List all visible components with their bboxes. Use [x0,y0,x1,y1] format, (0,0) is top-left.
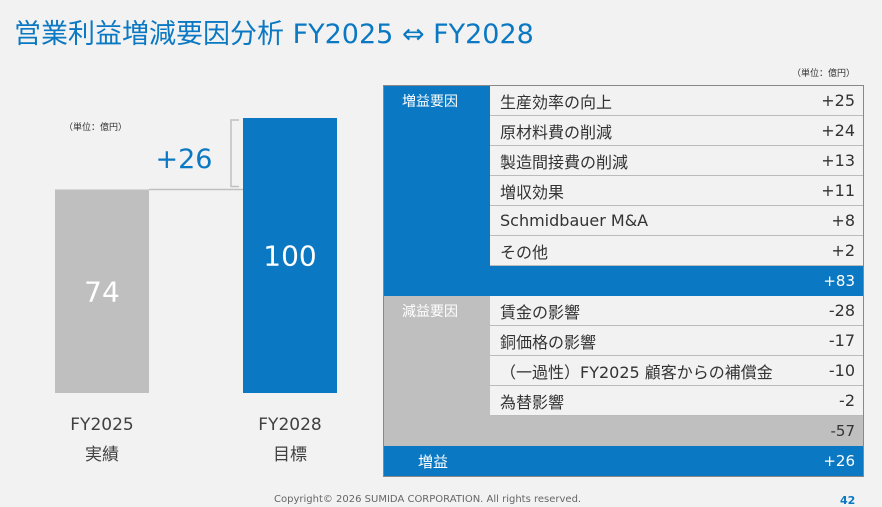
copyright: Copyright© 2026 SUMIDA CORPORATION. All … [274,494,582,505]
table-row: 原材料費の削減 +24 [490,116,863,146]
factor-name: 原材料費の削減 [500,122,613,142]
factor-name: 銅価格の影響 [500,332,597,352]
factor-value: -28 [828,301,855,320]
increase-label: 増益要因 [384,86,490,266]
bar-chart: 74 FY2025 実績 100 FY2028 目標 +26 [55,118,337,465]
category-label: FY2028 [258,415,321,435]
table-row: 増収効果 +11 [490,176,863,206]
page-title: 営業利益増減要因分析 FY2025 ⇔ FY2028 [14,19,534,50]
bar-FY2025 [55,189,149,393]
table-row: 銅価格の影響 -17 [490,326,863,356]
factor-value: +8 [831,211,855,230]
net-row: 増益 +26 [384,446,863,476]
factor-value: -17 [828,331,855,350]
table-row: 生産効率の向上 +25 [490,86,863,116]
factor-value: +11 [821,181,855,200]
factor-name: 為替影響 [500,392,565,412]
factor-table: 増益要因 生産効率の向上 +25 原材料費の削減 +24 製造間接費の削減 +13 増収効果… [383,85,864,477]
category-label: FY2025 [70,415,133,435]
factor-name: 製造間接費の削減 [500,152,629,172]
table-row: （一過性）FY2025 顧客からの補償金 -10 [490,356,863,386]
chart-unit-label: （単位：億円） [64,123,128,133]
table-unit-label: （単位：億円） [792,69,856,79]
factor-name: その他 [500,242,549,262]
bar-value-label: 100 [263,240,316,273]
category-sublabel: 実績 [85,445,119,465]
factor-value: -2 [839,391,855,410]
table-row: 賃金の影響 -28 [490,296,863,326]
bar-value-label: 74 [84,275,120,308]
factor-name: Schmidbauer M&A [500,211,649,230]
factor-name: 生産効率の向上 [500,92,613,112]
factor-value: +24 [821,121,855,140]
decrease-label: 減益要因 [384,296,490,416]
factor-name: （一過性）FY2025 顧客からの補償金 [500,362,773,382]
factor-value: +13 [821,151,855,170]
factor-name: 増収効果 [500,182,565,202]
increase-total: +83 [384,266,863,296]
net-label: 増益 [418,452,449,471]
table-row: Schmidbauer M&A +8 [490,206,863,236]
bar-FY2028 [243,118,337,393]
factor-value: +25 [821,91,855,110]
category-sublabel: 目標 [273,445,307,465]
difference-label: +26 [156,144,213,175]
decrease-total: -57 [384,416,863,446]
table-row: 製造間接費の削減 +13 [490,146,863,176]
page-number: 42 [840,494,856,507]
difference-bracket [230,119,239,188]
factor-value: -10 [828,361,855,380]
factor-name: 賃金の影響 [500,302,581,322]
table-row: その他 +2 [490,236,863,266]
factor-value: +2 [831,241,855,260]
table-row: 為替影響 -2 [490,386,863,416]
net-value: +26 [823,452,855,470]
